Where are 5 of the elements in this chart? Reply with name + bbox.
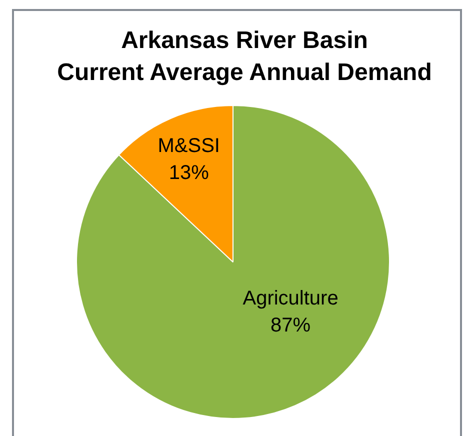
slice-label: Agriculture (242, 288, 338, 310)
data-label: 13% (168, 162, 210, 184)
data-label: 87% (270, 314, 311, 337)
slice-label: M&SSI (158, 135, 220, 158)
chart-title: Arkansas River Basin Current Average Annual Demand (56, 26, 433, 88)
